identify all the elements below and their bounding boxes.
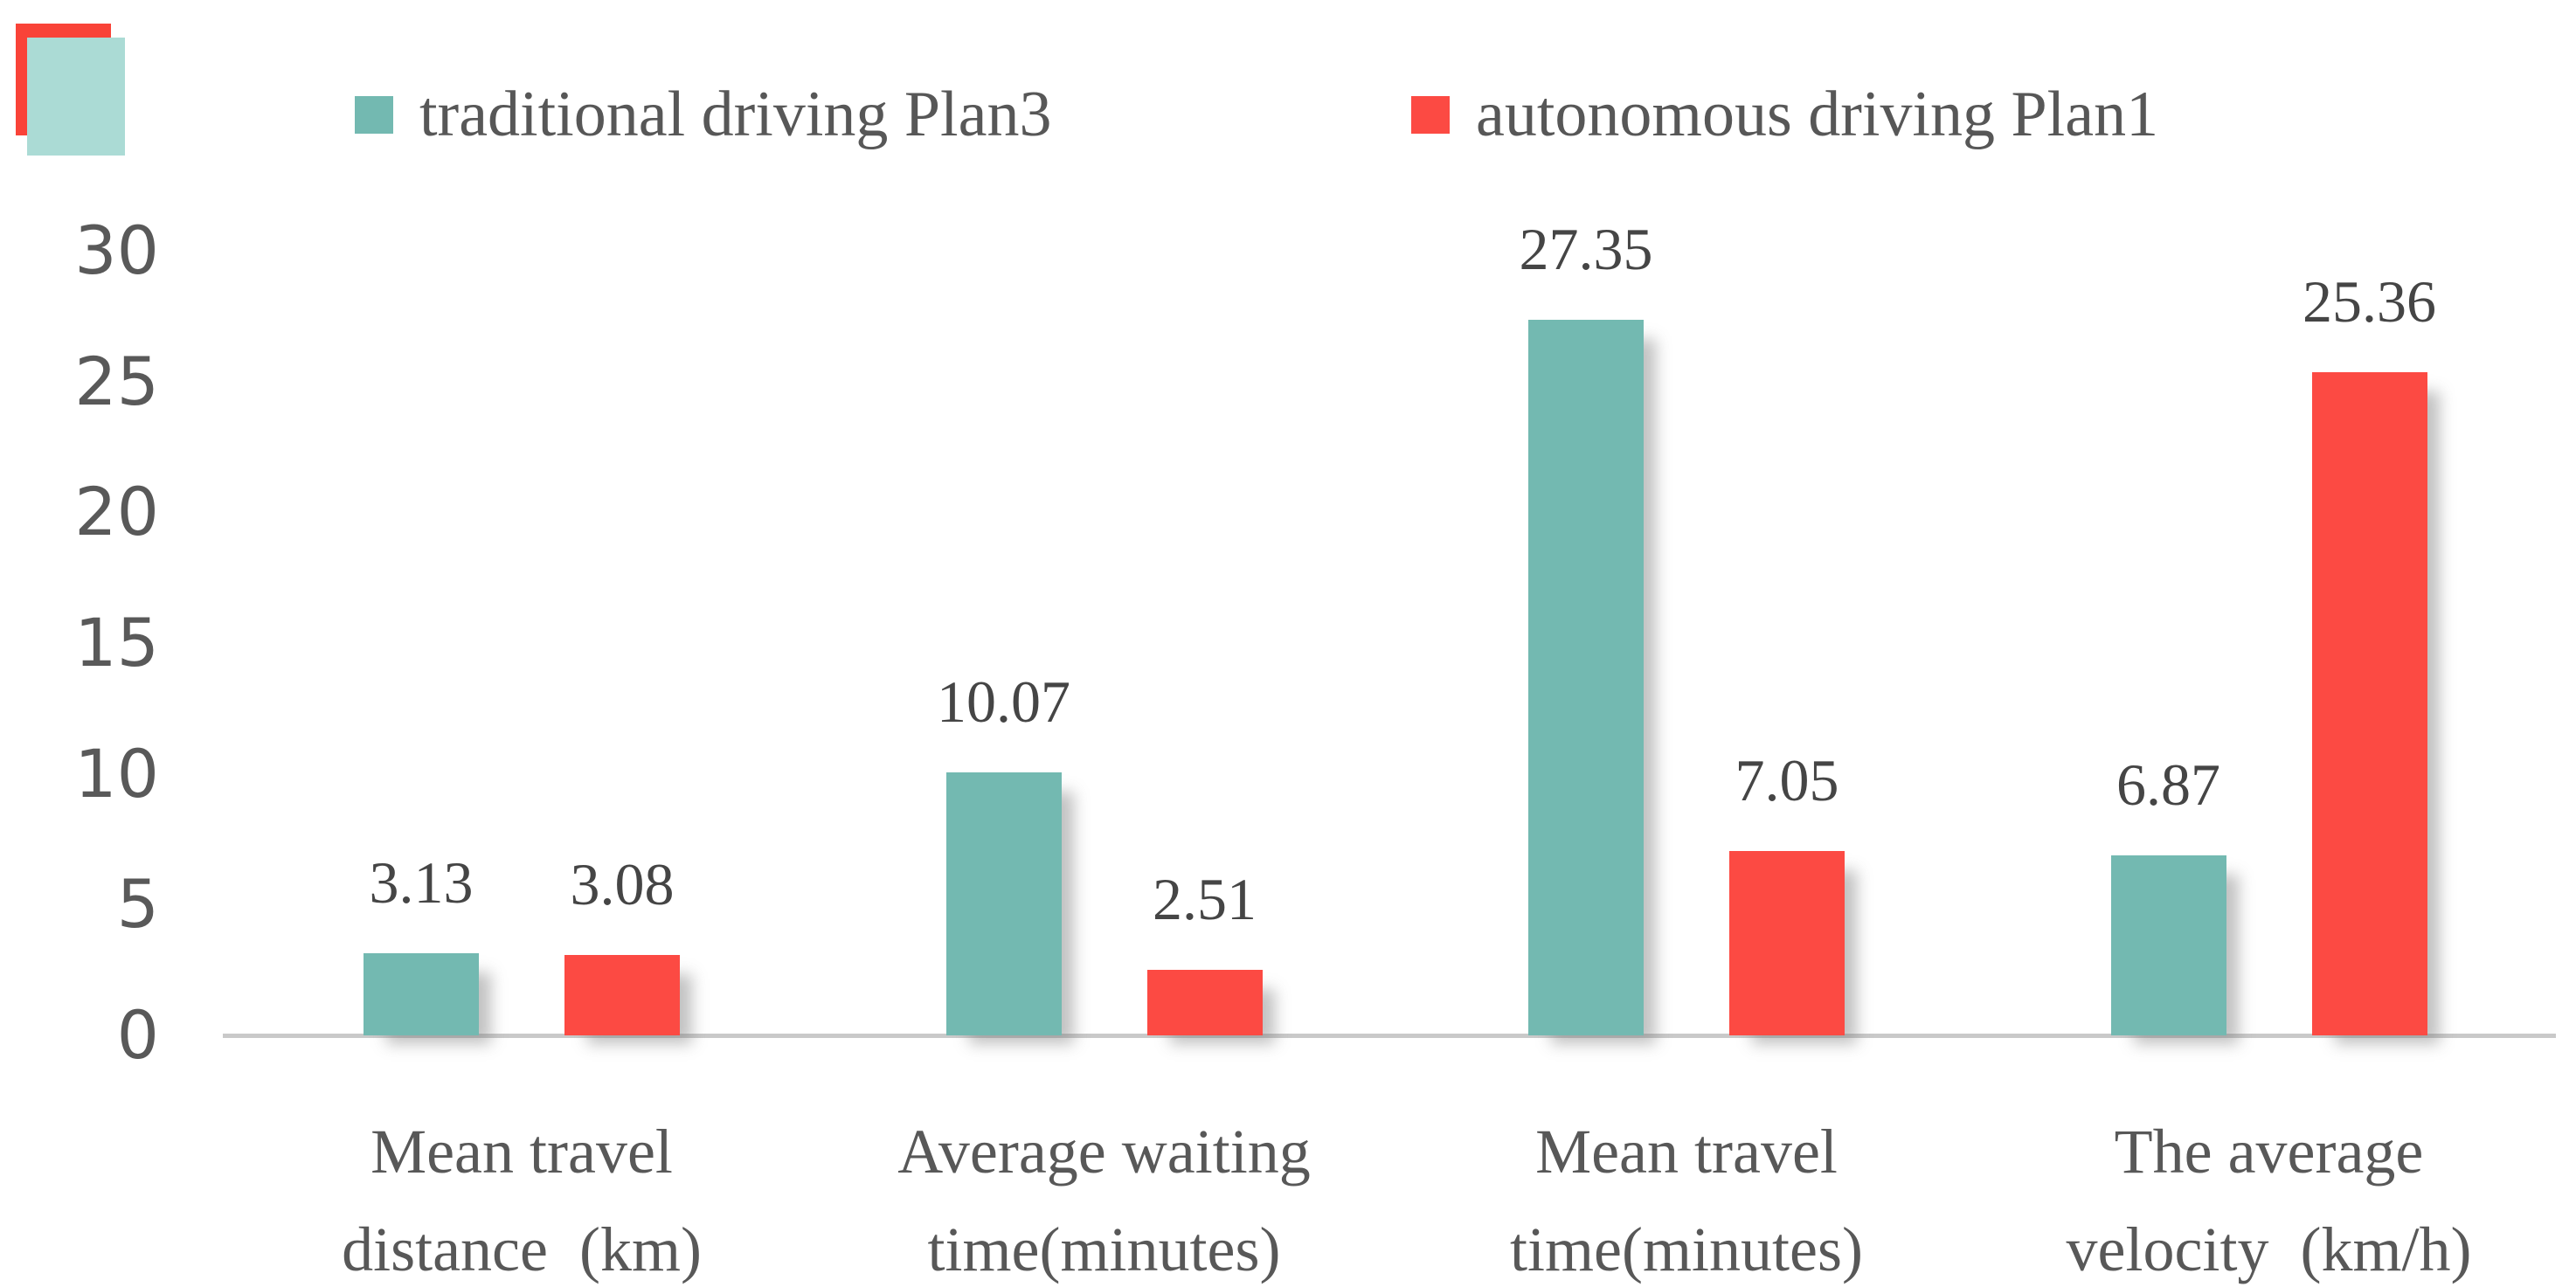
bar-series2-category4 xyxy=(2311,372,2427,1035)
y-tick-label-15: 15 xyxy=(74,604,159,682)
bar-series1-category1 xyxy=(364,953,479,1035)
y-tick-label-5: 5 xyxy=(116,865,159,944)
y-tick-label-10: 10 xyxy=(74,734,159,813)
x-category-label-line: The average xyxy=(2114,1117,2424,1187)
x-category-label-1: Mean travel distance (km) xyxy=(216,1103,828,1287)
x-category-label-line: distance (km) xyxy=(342,1214,702,1284)
data-label-series2-category2: 2.51 xyxy=(1153,866,1257,932)
legend-item-traditional: traditional driving Plan3 xyxy=(355,77,1051,152)
x-category-label-line: Average waiting xyxy=(897,1117,1311,1187)
legend-swatch-icon xyxy=(355,95,393,134)
x-category-label-line: velocity (km/h) xyxy=(2066,1214,2472,1284)
bar-series1-category4 xyxy=(2110,855,2226,1035)
x-category-label-4: The average velocity (km/h) xyxy=(1963,1103,2575,1287)
legend-label: autonomous driving Plan1 xyxy=(1476,79,2159,150)
y-tick-label-20: 20 xyxy=(74,473,159,551)
decoration-teal-square xyxy=(27,38,125,156)
x-category-label-line: time(minutes) xyxy=(927,1214,1281,1284)
y-tick-label-0: 0 xyxy=(116,996,159,1074)
bar-series2-category1 xyxy=(564,955,680,1035)
bar-series1-category2 xyxy=(945,772,1062,1035)
data-label-series1-category3: 27.35 xyxy=(1519,216,1653,282)
data-label-series1-category1: 3.13 xyxy=(369,849,474,916)
legend-swatch-icon xyxy=(1411,95,1450,134)
bar-series1-category3 xyxy=(1528,320,1644,1035)
x-axis-line xyxy=(223,1034,2556,1038)
x-category-label-line: Mean travel xyxy=(370,1117,673,1187)
bar-series2-category3 xyxy=(1729,851,1845,1035)
y-tick-label-25: 25 xyxy=(74,342,159,420)
data-label-series2-category4: 25.36 xyxy=(2302,268,2436,335)
data-label-series2-category1: 3.08 xyxy=(570,851,675,917)
bar-series2-category2 xyxy=(1146,970,1263,1035)
data-label-series1-category4: 6.87 xyxy=(2116,751,2220,818)
legend-item-autonomous: autonomous driving Plan1 xyxy=(1411,77,2158,152)
y-tick-label-30: 30 xyxy=(74,211,159,289)
x-category-label-line: Mean travel xyxy=(1535,1117,1838,1187)
x-category-label-2: Average waiting time(minutes) xyxy=(799,1103,1410,1287)
legend-label: traditional driving Plan3 xyxy=(419,79,1052,150)
data-label-series1-category2: 10.07 xyxy=(937,668,1070,735)
x-category-label-line: time(minutes) xyxy=(1510,1214,1863,1284)
x-category-label-3: Mean travel time(minutes) xyxy=(1381,1103,1992,1287)
data-label-series2-category3: 7.05 xyxy=(1735,747,1839,813)
